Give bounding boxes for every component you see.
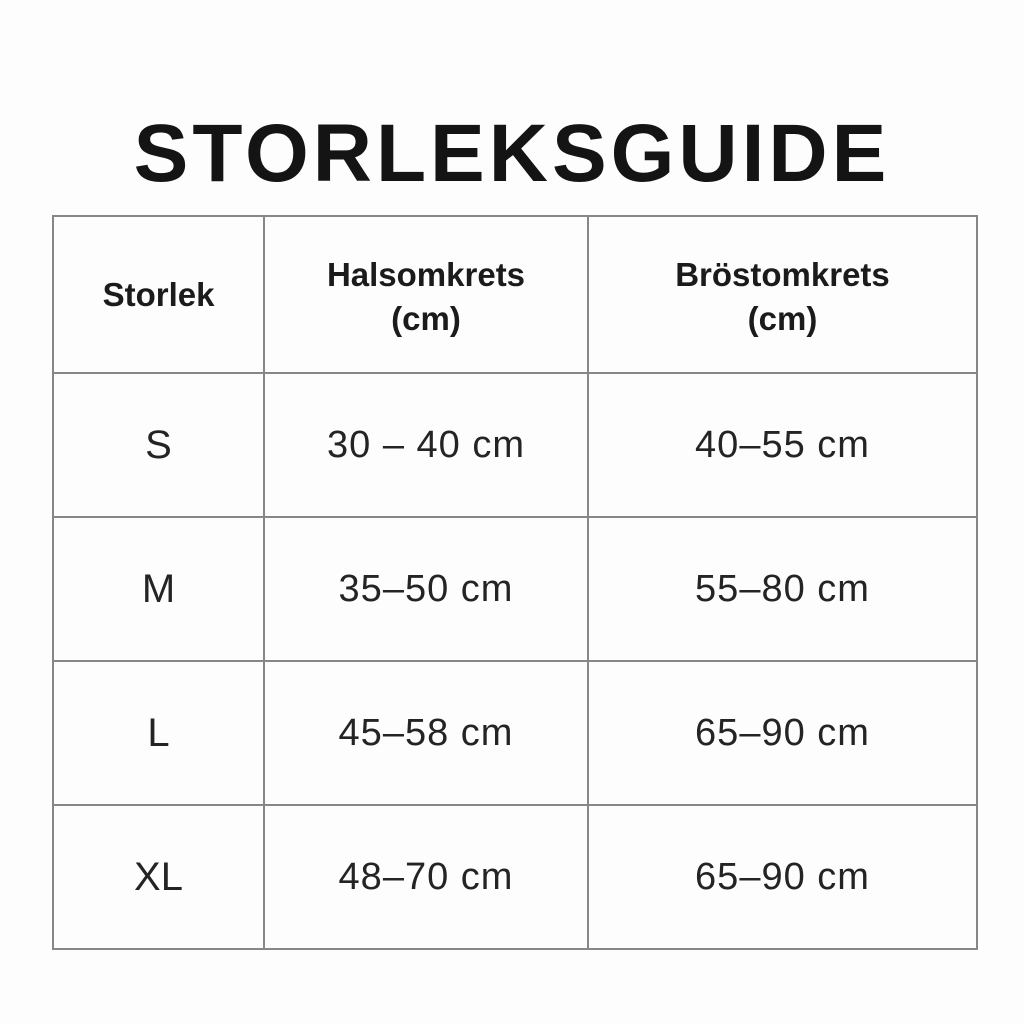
page-title: STORLEKSGUIDE [133, 107, 891, 199]
neck-range: 48–70 cm [263, 804, 589, 950]
column-header-size-label: Storlek [102, 275, 215, 313]
table-header-row: Storlek Halsomkrets (cm) Bröstomkrets (c… [52, 215, 978, 374]
column-header-size: Storlek [52, 215, 265, 374]
chest-range: 55–80 cm [587, 516, 978, 662]
table-row-l: L 45–58 cm 65–90 cm [52, 660, 978, 806]
column-header-chest-label: Bröstomkrets [675, 255, 890, 293]
size-value: S [52, 372, 265, 518]
size-value: XL [52, 804, 265, 950]
column-header-neck: Halsomkrets (cm) [263, 215, 589, 374]
size-guide-table: Storlek Halsomkrets (cm) Bröstomkrets (c… [52, 215, 978, 950]
size-value: L [52, 660, 265, 806]
table-row-xl: XL 48–70 cm 65–90 cm [52, 804, 978, 950]
neck-range: 30 – 40 cm [263, 372, 589, 518]
column-header-neck-label: Halsomkrets [326, 255, 526, 293]
neck-range: 45–58 cm [263, 660, 589, 806]
table-row-s: S 30 – 40 cm 40–55 cm [52, 372, 978, 518]
size-value: M [52, 516, 265, 662]
chest-range: 40–55 cm [587, 372, 978, 518]
chest-range: 65–90 cm [587, 804, 978, 950]
column-header-chest: Bröstomkrets (cm) [587, 215, 978, 374]
neck-range: 35–50 cm [263, 516, 589, 662]
table-row-m: M 35–50 cm 55–80 cm [52, 516, 978, 662]
column-header-neck-unit: (cm) [391, 300, 461, 338]
chest-range: 65–90 cm [587, 660, 978, 806]
column-header-chest-unit: (cm) [747, 300, 818, 338]
